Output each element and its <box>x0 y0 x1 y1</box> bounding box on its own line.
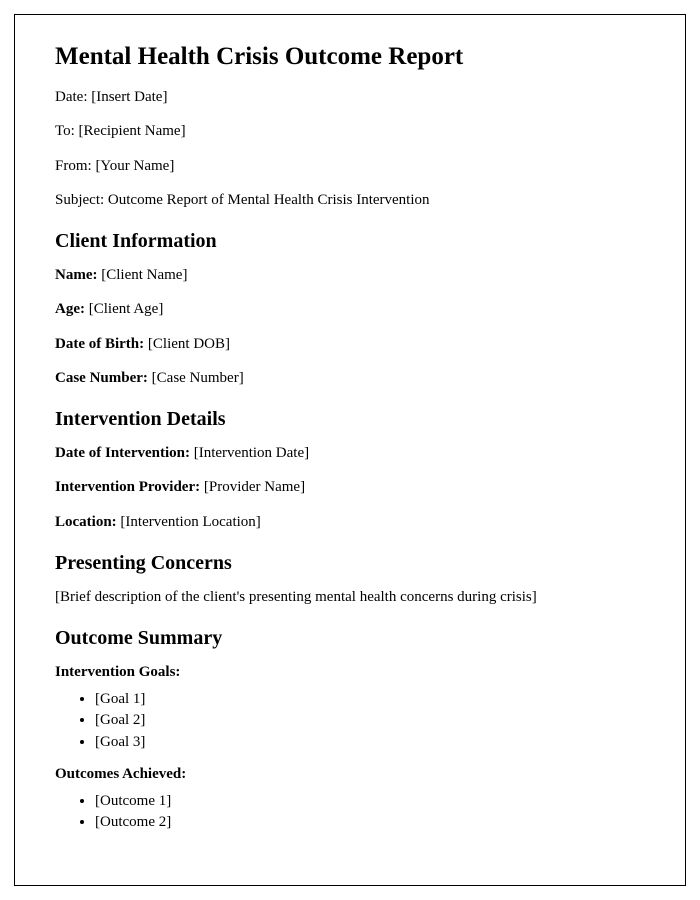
client-info-heading: Client Information <box>55 230 645 253</box>
meta-from-label: From: <box>55 158 95 174</box>
concerns-body: [Brief description of the client's prese… <box>55 587 645 607</box>
meta-date-value: [Insert Date] <box>91 89 167 105</box>
client-dob: Date of Birth: [Client DOB] <box>55 334 645 354</box>
intervention-heading: Intervention Details <box>55 408 645 431</box>
goals-list: [Goal 1] [Goal 2] [Goal 3] <box>55 689 645 752</box>
list-item: [Goal 3] <box>95 732 645 752</box>
client-age-value: [Client Age] <box>85 301 163 317</box>
intervention-provider: Intervention Provider: [Provider Name] <box>55 477 645 497</box>
client-case: Case Number: [Case Number] <box>55 368 645 388</box>
concerns-heading: Presenting Concerns <box>55 552 645 575</box>
meta-from: From: [Your Name] <box>55 156 645 176</box>
list-item: [Outcome 2] <box>95 812 645 832</box>
intervention-location: Location: [Intervention Location] <box>55 512 645 532</box>
intervention-date-label: Date of Intervention: <box>55 445 190 461</box>
document-title: Mental Health Crisis Outcome Report <box>55 43 645 71</box>
meta-subject-label: Subject: <box>55 192 108 208</box>
meta-from-value: [Your Name] <box>95 158 174 174</box>
client-case-label: Case Number: <box>55 370 148 386</box>
client-dob-label: Date of Birth: <box>55 336 144 352</box>
achieved-heading: Outcomes Achieved: <box>55 766 645 783</box>
outcome-heading: Outcome Summary <box>55 627 645 650</box>
client-age-label: Age: <box>55 301 85 317</box>
intervention-location-value: [Intervention Location] <box>117 514 261 530</box>
client-name-label: Name: <box>55 267 97 283</box>
meta-to: To: [Recipient Name] <box>55 121 645 141</box>
list-item: [Goal 1] <box>95 689 645 709</box>
client-age: Age: [Client Age] <box>55 299 645 319</box>
document-page: Mental Health Crisis Outcome Report Date… <box>14 14 686 886</box>
list-item: [Goal 2] <box>95 710 645 730</box>
meta-subject-value: Outcome Report of Mental Health Crisis I… <box>108 192 430 208</box>
intervention-location-label: Location: <box>55 514 117 530</box>
meta-subject: Subject: Outcome Report of Mental Health… <box>55 190 645 210</box>
meta-date-label: Date: <box>55 89 91 105</box>
meta-to-value: [Recipient Name] <box>79 123 186 139</box>
client-case-value: [Case Number] <box>148 370 244 386</box>
intervention-provider-label: Intervention Provider: <box>55 479 200 495</box>
meta-date: Date: [Insert Date] <box>55 87 645 107</box>
meta-to-label: To: <box>55 123 79 139</box>
intervention-date: Date of Intervention: [Intervention Date… <box>55 443 645 463</box>
intervention-provider-value: [Provider Name] <box>200 479 305 495</box>
client-name: Name: [Client Name] <box>55 265 645 285</box>
list-item: [Outcome 1] <box>95 791 645 811</box>
client-name-value: [Client Name] <box>97 267 187 283</box>
achieved-list: [Outcome 1] [Outcome 2] <box>55 791 645 833</box>
client-dob-value: [Client DOB] <box>144 336 230 352</box>
intervention-date-value: [Intervention Date] <box>190 445 309 461</box>
goals-heading: Intervention Goals: <box>55 664 645 681</box>
